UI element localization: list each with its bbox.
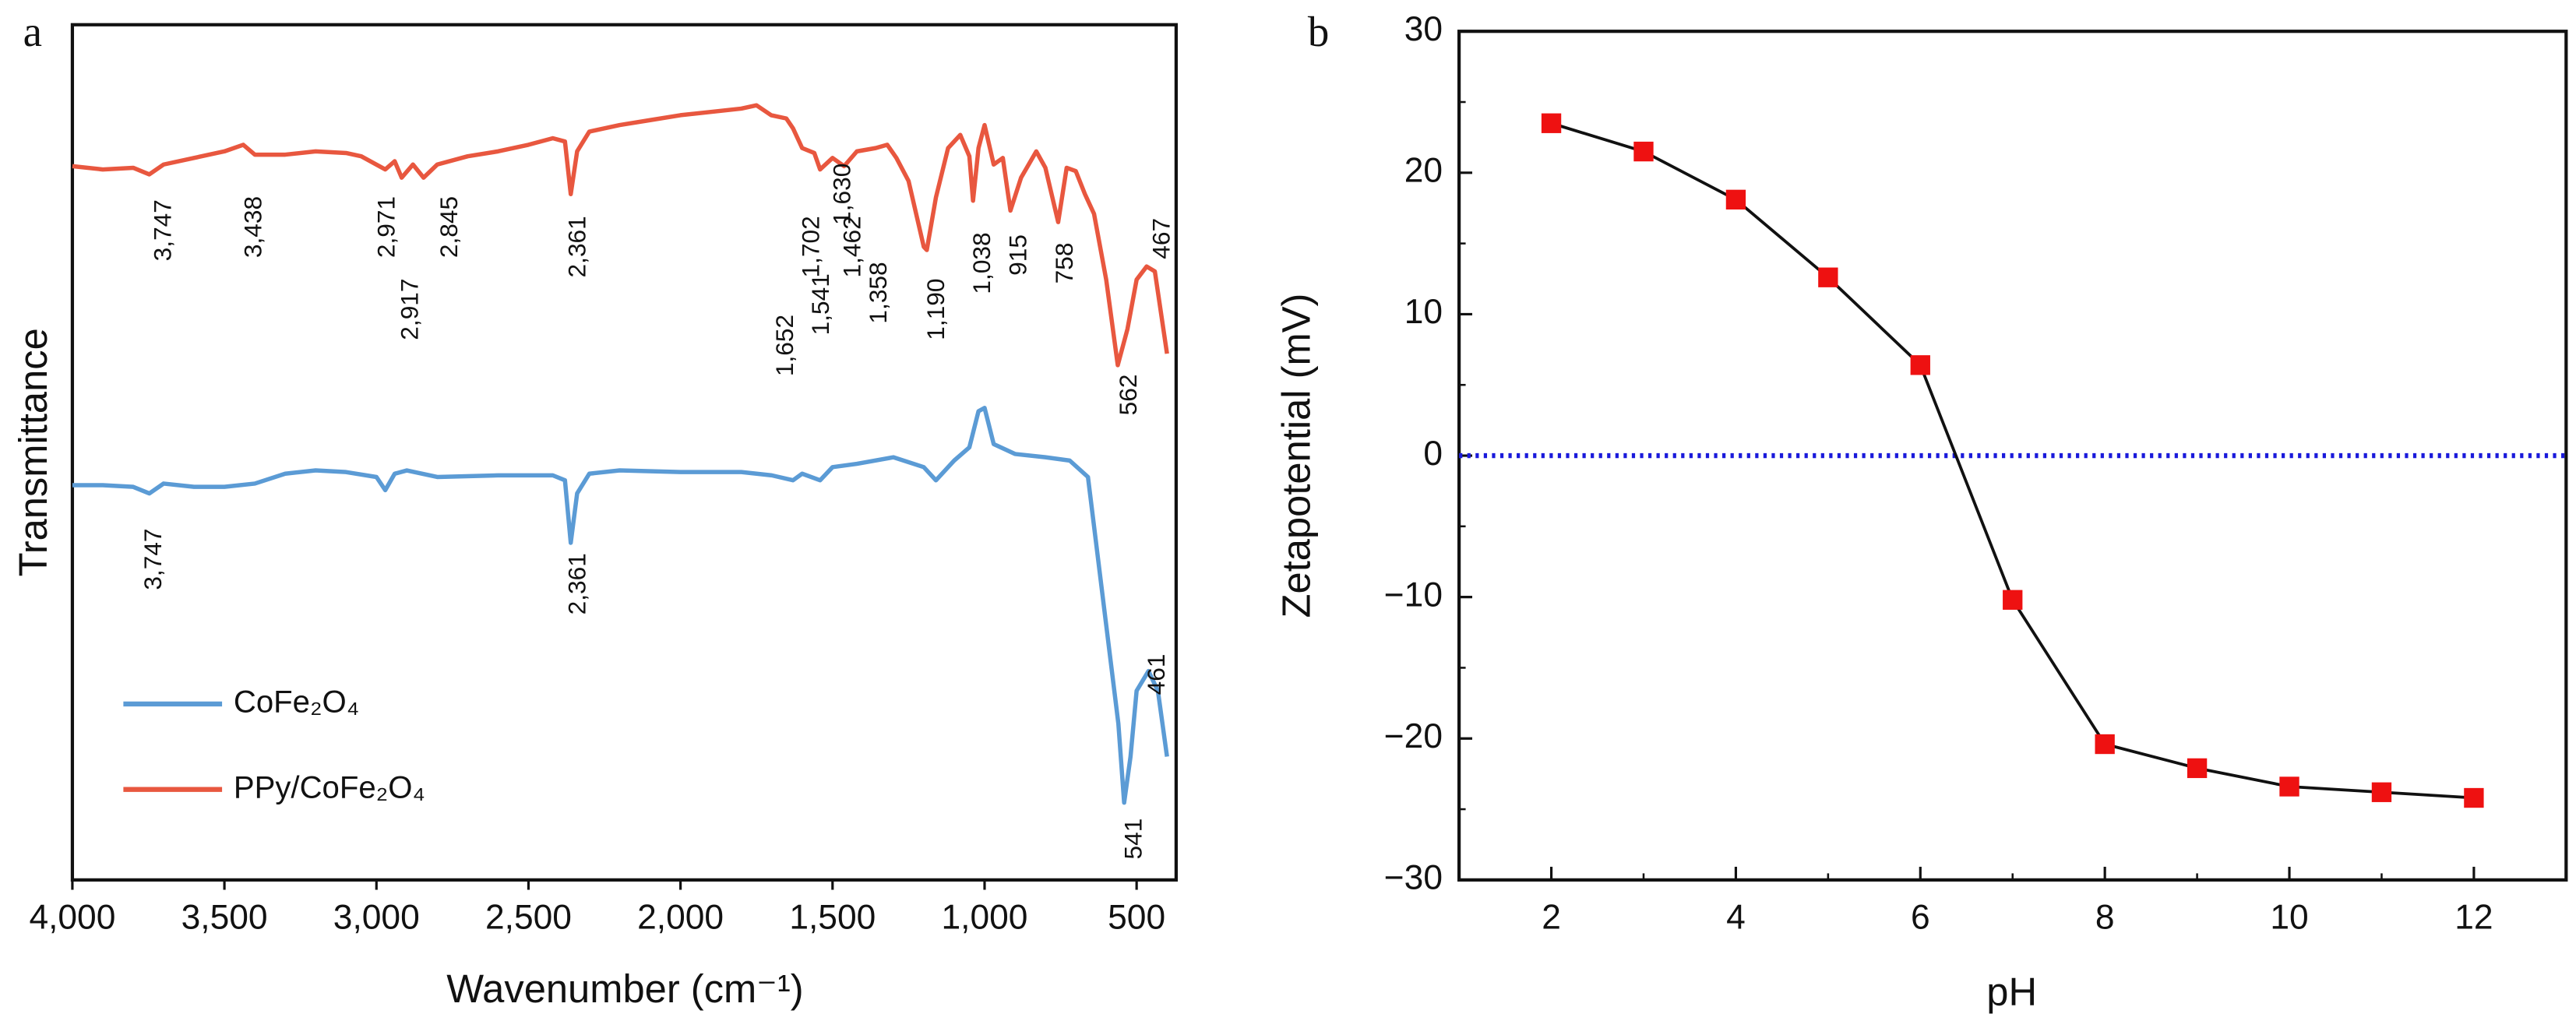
series-line <box>72 406 1169 805</box>
x-tick-label: 3,500 <box>181 898 268 936</box>
x-tick-label: 1,000 <box>942 898 1028 936</box>
marker <box>1541 113 1562 133</box>
marker <box>2371 782 2392 802</box>
peak-label: 1,702 <box>797 216 825 277</box>
marker <box>2095 734 2115 755</box>
peak-label: 1,190 <box>922 278 950 340</box>
peak-label: 1,462 <box>837 216 865 277</box>
x-tick-label: 12 <box>2454 898 2493 936</box>
x-tick-label: 3,000 <box>333 898 420 936</box>
peak-label: 541 <box>1119 819 1147 860</box>
peak-label: 3,747 <box>149 199 177 261</box>
peak-label: 3,747 <box>139 528 167 590</box>
marker <box>2464 787 2484 808</box>
peak-label: 2,361 <box>563 216 591 277</box>
y-tick-label: 0 <box>1423 435 1443 473</box>
x-axis-label: pH <box>1986 970 2037 1014</box>
x-tick-label: 2 <box>1542 898 1561 936</box>
x-tick-label: 8 <box>2095 898 2115 936</box>
peak-label: 1,652 <box>770 315 798 376</box>
peak-label: 2,845 <box>435 196 463 258</box>
peak-label: 467 <box>1147 218 1175 259</box>
marker <box>1818 267 1838 287</box>
peak-label: 758 <box>1050 243 1078 284</box>
legend-label: CoFe₂O₄ <box>234 685 359 720</box>
y-axis-label: Transmittance <box>11 328 55 576</box>
marker <box>2003 590 2023 610</box>
x-tick-label: 6 <box>1911 898 1930 936</box>
peak-label: 1,541 <box>806 273 834 335</box>
series-line <box>1550 121 2475 800</box>
marker <box>1725 189 1746 209</box>
y-tick-label: 30 <box>1404 10 1443 48</box>
y-tick-label: 10 <box>1404 293 1443 331</box>
legend-label: PPy/CoFe₂O₄ <box>234 769 425 804</box>
x-tick-label: 4 <box>1726 898 1746 936</box>
marker <box>1633 141 1654 162</box>
y-tick-label: −30 <box>1384 859 1443 897</box>
panel-label: a <box>23 8 42 55</box>
x-tick-label: 500 <box>1108 898 1165 936</box>
panel-label: b <box>1308 8 1329 55</box>
marker <box>2187 758 2208 779</box>
peak-label: 3,438 <box>239 196 267 258</box>
y-tick-label: 20 <box>1404 152 1443 190</box>
x-tick-label: 10 <box>2270 898 2308 936</box>
peak-label: 915 <box>1004 234 1032 276</box>
x-tick-label: 1,500 <box>789 898 876 936</box>
y-tick-label: −20 <box>1384 717 1443 755</box>
y-tick-label: −10 <box>1384 576 1443 614</box>
peak-label: 1,630 <box>828 164 856 225</box>
peak-label: 2,971 <box>372 196 400 258</box>
y-axis-label: Zetapotential (mV) <box>1274 294 1319 618</box>
peak-label: 2,361 <box>563 553 591 614</box>
plot-frame <box>70 23 1179 882</box>
peak-label: 2,917 <box>395 278 423 340</box>
marker <box>1910 355 1930 375</box>
x-axis-label: Wavenumber (cm⁻¹) <box>446 966 803 1011</box>
peak-label: 1,358 <box>864 262 892 323</box>
series-line <box>72 103 1169 368</box>
marker <box>2279 776 2299 797</box>
peak-label: 562 <box>1114 374 1142 415</box>
x-tick-label: 4,000 <box>29 898 115 936</box>
x-tick-label: 2,500 <box>485 898 572 936</box>
peak-label: 1,038 <box>967 232 996 294</box>
peak-label: 461 <box>1142 653 1170 695</box>
x-tick-label: 2,000 <box>637 898 724 936</box>
